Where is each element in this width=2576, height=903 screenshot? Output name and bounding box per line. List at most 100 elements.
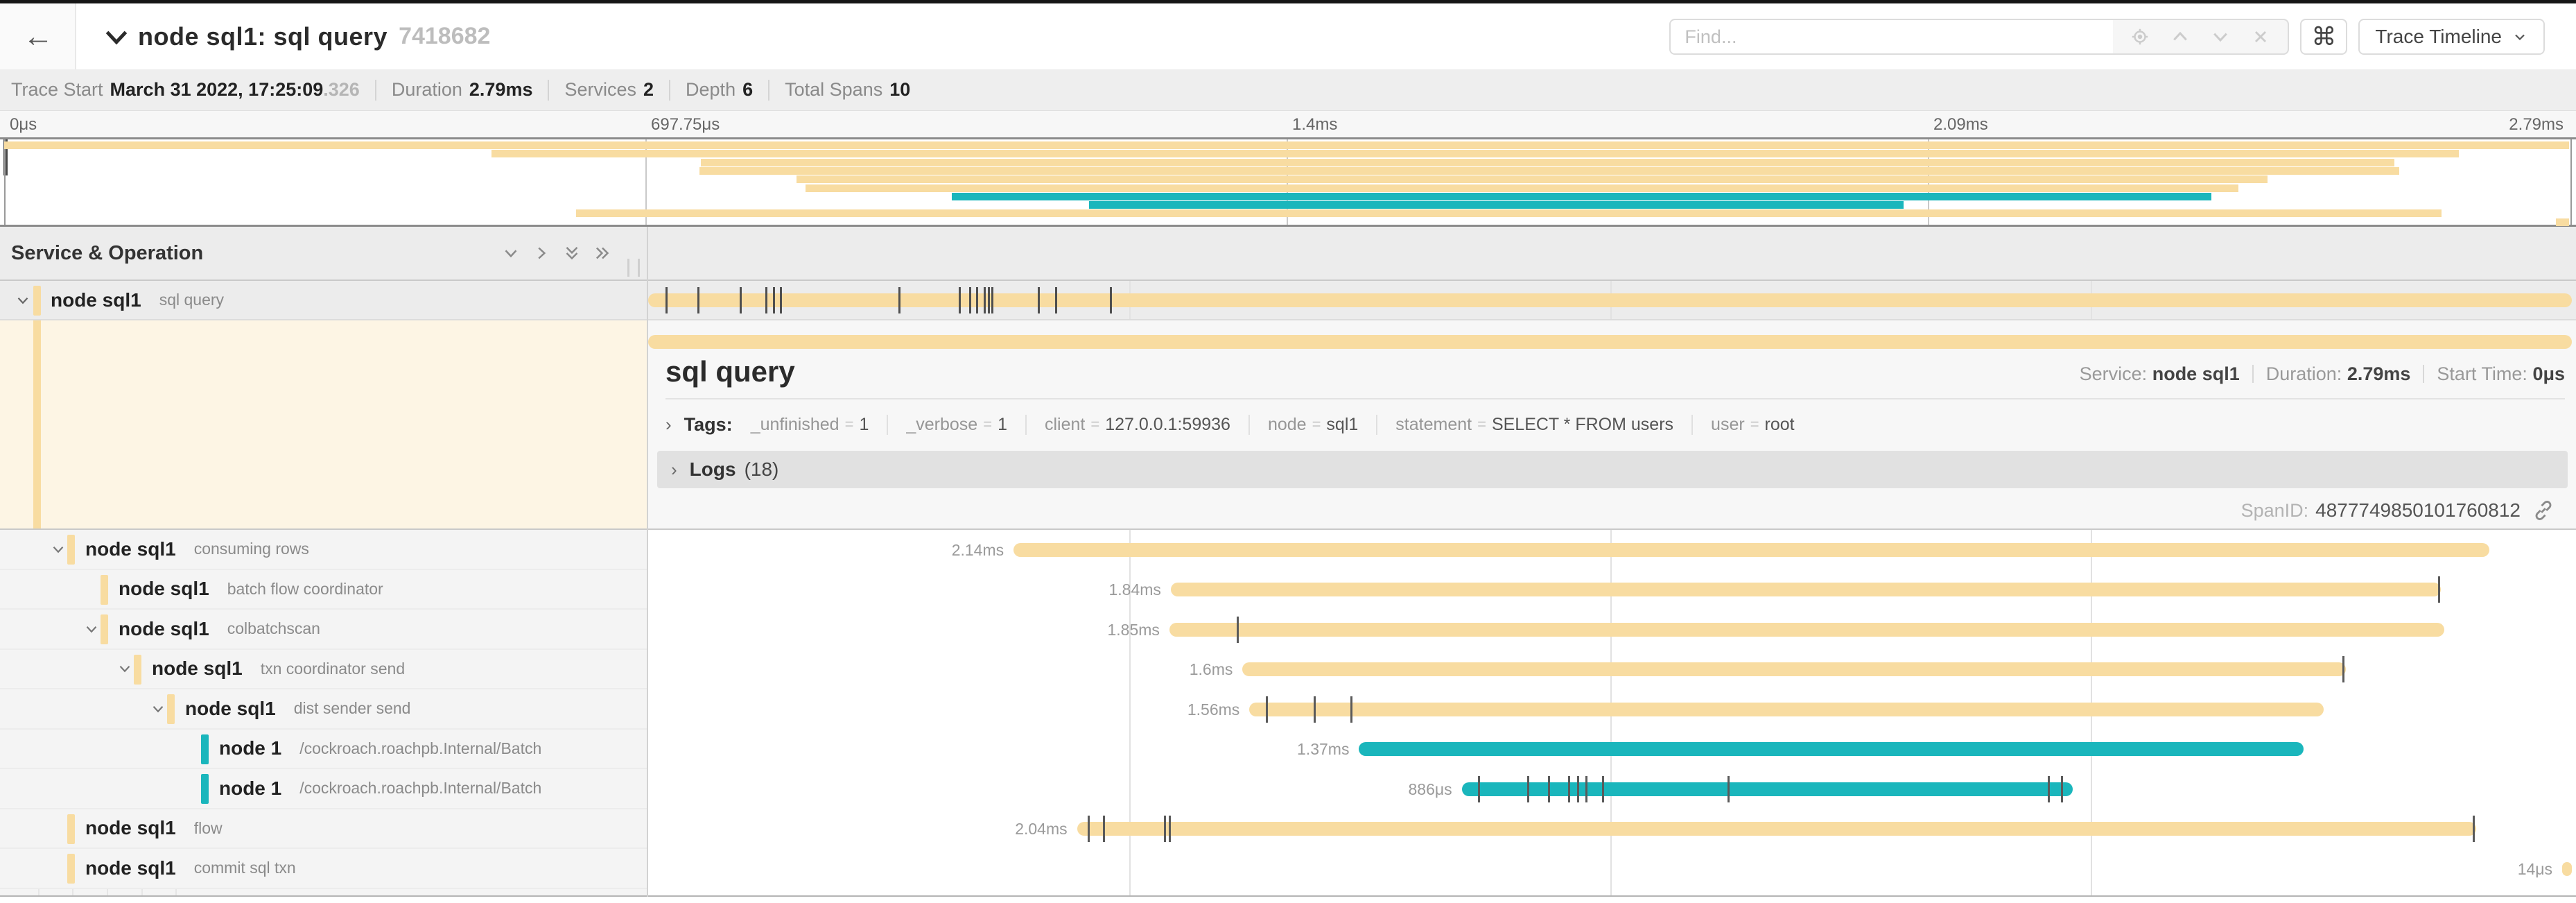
duration-label: Duration	[391, 79, 462, 100]
total-spans-label: Total Spans	[785, 79, 883, 100]
span-bar[interactable]	[1077, 822, 2476, 836]
span-bar[interactable]	[1359, 742, 2304, 757]
span-bar[interactable]	[648, 293, 2572, 307]
minimap-left-edge[interactable]	[4, 139, 6, 225]
log-tick	[1548, 775, 1551, 802]
tree-row-dist-sender-send[interactable]: node sql1 dist sender send	[0, 689, 647, 730]
spanid-row: SpanID: 4877749850101760812	[2241, 495, 2555, 526]
keyboard-shortcuts-button[interactable]: ⌘	[2300, 19, 2348, 55]
tree-row-consuming-rows[interactable]: node sql1 consuming rows	[0, 530, 647, 570]
span-bar[interactable]	[1242, 662, 2346, 677]
span-row-1[interactable]: 2.14ms	[648, 530, 2576, 570]
services-value: 2	[643, 79, 654, 100]
find-input[interactable]	[1669, 19, 2114, 55]
divider	[548, 79, 550, 101]
log-tick	[2047, 775, 2050, 802]
chevron-down-icon	[2515, 34, 2525, 41]
operation-name: sql query	[159, 291, 225, 309]
tree-row--cockroach-roachpb-internal-batch[interactable]: node 1/cockroach.roachpb.Internal/Batch	[0, 769, 647, 809]
chevron-down-icon[interactable]	[82, 620, 101, 638]
log-tick	[1164, 816, 1167, 843]
link-icon[interactable]	[2532, 499, 2555, 522]
minimap-span-bar	[797, 175, 2268, 184]
back-strip	[0, 3, 76, 69]
log-tick	[1526, 775, 1529, 802]
log-tick	[1568, 775, 1571, 802]
span-row-root[interactable]: node sql1 sql query	[0, 281, 2576, 320]
log-tick	[1265, 696, 1268, 723]
collapse-all-icon[interactable]	[557, 238, 587, 268]
tree-row-colbatchscan[interactable]: node sql1 colbatchscan	[0, 610, 647, 650]
services-label: Services	[564, 79, 636, 100]
depth-value: 6	[742, 79, 754, 100]
ruler-tick-label: 2.79ms	[2509, 115, 2564, 134]
next-match-icon[interactable]	[2200, 23, 2240, 51]
tag-key: client	[1044, 414, 1086, 434]
service-name: node sql1	[85, 817, 176, 839]
tree-row-batch-flow-coordinator[interactable]: node sql1 batch flow coordinator	[0, 569, 647, 610]
log-tick	[2473, 816, 2475, 843]
tag-item: statement = SELECT * FROM users	[1376, 414, 1691, 435]
span-row-9[interactable]: 14μs	[648, 849, 2576, 889]
tag-value: root	[1764, 414, 1795, 434]
span-bar[interactable]	[1169, 622, 2444, 637]
view-options-button[interactable]: Trace Timeline	[2358, 19, 2545, 55]
span-row-5[interactable]: 1.56ms	[648, 689, 2576, 730]
page-title: node sql1: sql query	[138, 22, 388, 51]
span-bar[interactable]	[1013, 542, 2489, 557]
tree-row--cockroach-roachpb-internal-batch[interactable]: node 1/cockroach.roachpb.Internal/Batch	[0, 729, 647, 769]
minimap-right-edge[interactable]	[2570, 139, 2572, 225]
span-bar[interactable]	[1249, 702, 2324, 716]
equals-sign: =	[1312, 415, 1321, 433]
logs-accordion[interactable]: › Logs (18)	[657, 451, 2568, 488]
log-tick	[765, 286, 767, 313]
chevron-down-icon[interactable]	[101, 21, 132, 53]
expand-one-icon[interactable]	[526, 238, 557, 268]
span-row-3[interactable]: 1.85ms	[648, 610, 2576, 650]
span-bar[interactable]	[2562, 861, 2572, 876]
minimap-gridline	[645, 139, 647, 225]
spanid-value: 4877749850101760812	[2315, 499, 2521, 521]
chevron-right-icon: ›	[665, 413, 672, 435]
span-row-7[interactable]: 886μs	[648, 769, 2576, 809]
minimap-span-bar	[701, 158, 2394, 166]
minimap-span-bar	[952, 192, 2212, 200]
log-tick	[697, 286, 700, 313]
span-row-4[interactable]: 1.6ms	[648, 650, 2576, 690]
chevron-down-icon[interactable]	[49, 540, 67, 558]
duration-value: 2.79ms	[469, 79, 533, 100]
clear-search-icon[interactable]	[2240, 23, 2281, 51]
column-resize-grip[interactable]	[627, 259, 640, 277]
span-row-6[interactable]: 1.37ms	[648, 730, 2576, 770]
chevron-down-icon[interactable]	[14, 291, 32, 309]
log-tick	[739, 286, 742, 313]
back-icon[interactable]: ←	[23, 19, 53, 53]
tree-row-txn-coordinator-send[interactable]: node sql1 txn coordinator send	[0, 649, 647, 689]
tree-row-commit-sql-txn[interactable]: node sql1 commit sql txn	[0, 849, 647, 889]
chevron-down-icon[interactable]	[116, 660, 134, 678]
log-tick	[1088, 816, 1090, 843]
depth-label: Depth	[686, 79, 736, 100]
root-span-bar-area[interactable]	[648, 281, 2576, 319]
span-row-2[interactable]: 1.84ms	[648, 570, 2576, 610]
operation-name: batch flow coordinator	[227, 579, 383, 598]
minimap-left-scrubber[interactable]	[3, 139, 8, 175]
tag-key: user	[1711, 414, 1745, 434]
collapse-one-icon[interactable]	[496, 238, 526, 268]
equals-sign: =	[844, 415, 854, 433]
minimap[interactable]	[0, 137, 2576, 227]
prev-match-icon[interactable]	[2160, 23, 2200, 51]
span-bar[interactable]	[1170, 583, 2442, 597]
tags-accordion[interactable]: › Tags: _unfinished = 1 _verbose = 1 client = 12…	[665, 405, 1813, 444]
span-bar[interactable]	[1461, 782, 2073, 796]
tree-row-flow[interactable]: node sql1 flow	[0, 809, 647, 849]
span-row-8[interactable]: 2.04ms	[648, 809, 2576, 850]
expand-all-icon[interactable]	[587, 238, 618, 268]
service-name: node 1	[219, 777, 282, 799]
log-tick	[959, 286, 961, 313]
tag-item: _verbose = 1	[887, 414, 1025, 435]
locate-icon[interactable]	[2120, 23, 2160, 51]
chevron-down-icon[interactable]	[149, 700, 167, 718]
column-divider	[647, 227, 648, 897]
service-color-stripe	[201, 734, 209, 764]
